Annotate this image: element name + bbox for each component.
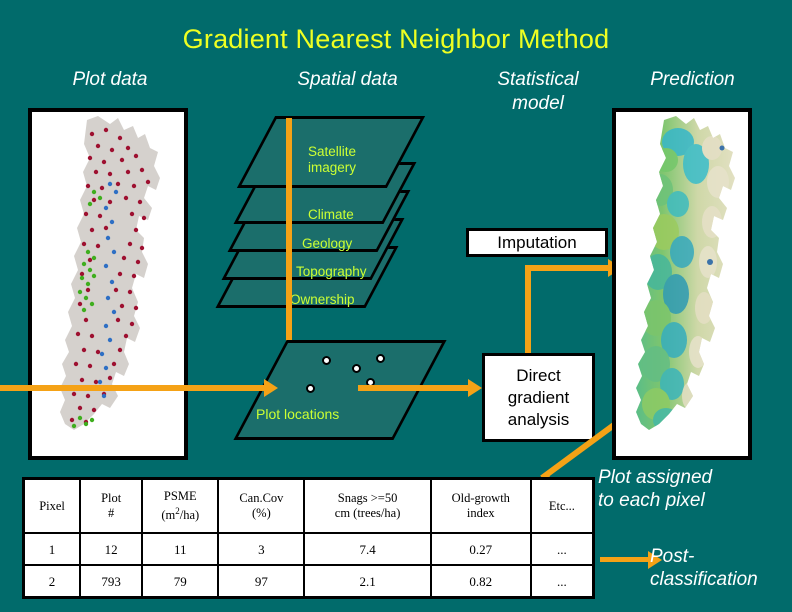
prediction-raster-map [616, 112, 748, 456]
spatial-layer-label-satellite: Satellite imagery [308, 144, 357, 175]
cell-psme: 11 [141, 532, 220, 566]
table-header-cancov: Can.Cov (%) [217, 477, 306, 534]
cell-etc: ... [529, 532, 595, 566]
arrow-plotmap-to-plotlocations-shaft [0, 385, 268, 391]
prediction-map-panel [612, 108, 752, 460]
pixel-attribute-table: Pixel Plot # PSME (m2/ha) Can.Cov (%) Sn… [22, 477, 595, 599]
cell-cancov: 97 [217, 564, 306, 599]
cell-snags: 7.4 [303, 532, 432, 566]
plot-locations-map [32, 112, 184, 456]
column-header-prediction: Prediction [650, 69, 735, 90]
arrow-to-postclassification-head [648, 551, 662, 569]
spatial-data-layer-stack: Satellite imagery Climate Geology Topogr… [215, 112, 456, 312]
table-row: 1 12 11 3 7.4 0.27 ... [22, 532, 595, 566]
cell-pixel: 1 [22, 532, 82, 566]
elbow-connector-horizontal [525, 265, 613, 271]
table-header-snags: Snags >=50 cm (trees/ha) [303, 477, 432, 534]
plot-locations-diagram: Plot locations [233, 340, 448, 448]
table-header-old-growth-index: Old-growth index [429, 477, 532, 534]
cell-oldgrowth: 0.82 [429, 564, 532, 599]
table-row: 2 793 79 97 2.1 0.82 ... [22, 564, 595, 599]
spatial-layer-label-climate: Climate [308, 207, 354, 222]
cell-snags: 2.1 [303, 564, 432, 599]
plot-location-dot [376, 354, 385, 363]
column-header-statistical-model-line1: Statistical [497, 69, 579, 90]
cell-plot: 12 [79, 532, 144, 566]
plot-location-dot [306, 384, 315, 393]
table-header-psme: PSME (m2/ha) [141, 477, 220, 534]
plot-location-dot [352, 364, 361, 373]
arrow-plotlocations-to-dga-head [468, 379, 482, 397]
arrow-to-postclassification-shaft [600, 557, 650, 562]
cell-plot: 793 [79, 564, 144, 599]
table-header-pixel: Pixel [22, 477, 82, 534]
table-header-etc: Etc... [529, 477, 595, 534]
psme-units: (m2/ha) [161, 505, 200, 523]
elbow-connector-vertical [525, 268, 531, 356]
page-title: Gradient Nearest Neighbor Method [182, 24, 610, 54]
imputation-box[interactable]: Imputation [466, 228, 608, 257]
plot-locations-label: Plot locations [256, 406, 340, 422]
column-header-statistical-model: Statistical model [468, 68, 608, 116]
direct-gradient-analysis-box[interactable]: Direct gradient analysis [482, 353, 595, 442]
arrow-layers-to-plot-locations-shaft [286, 118, 292, 378]
column-header-plot-data: Plot data [72, 69, 148, 90]
table-header-row: Pixel Plot # PSME (m2/ha) Can.Cov (%) Sn… [22, 477, 595, 534]
spatial-layer-label-geology: Geology [302, 236, 353, 251]
cell-pixel: 2 [22, 564, 82, 599]
plot-dot-cluster [69, 127, 151, 429]
cell-oldgrowth: 0.27 [429, 532, 532, 566]
column-header-statistical-model-line2: model [512, 93, 564, 114]
arrow-plotmap-to-plotlocations-head [264, 379, 278, 397]
table-header-plot-number: Plot # [79, 477, 144, 534]
spatial-layer-label-ownership: Ownership [290, 292, 355, 307]
arrow-plotlocations-to-dga-shaft [358, 385, 470, 391]
dga-line3: analysis [507, 409, 570, 429]
cell-cancov: 3 [217, 532, 306, 566]
plot-location-dot [322, 356, 331, 365]
spatial-layer-label-topography: Topography [296, 264, 367, 279]
dga-line1: Direct [516, 365, 561, 385]
cell-psme: 79 [141, 564, 220, 599]
column-header-spatial-data: Spatial data [297, 69, 398, 90]
caption-plot-assigned: Plot assigned to each pixel [598, 467, 713, 511]
caption-post-classification: Post- classification [650, 546, 758, 590]
cell-etc: ... [529, 564, 595, 599]
plot-data-map-panel [28, 108, 188, 460]
dga-line2: gradient [507, 387, 570, 407]
